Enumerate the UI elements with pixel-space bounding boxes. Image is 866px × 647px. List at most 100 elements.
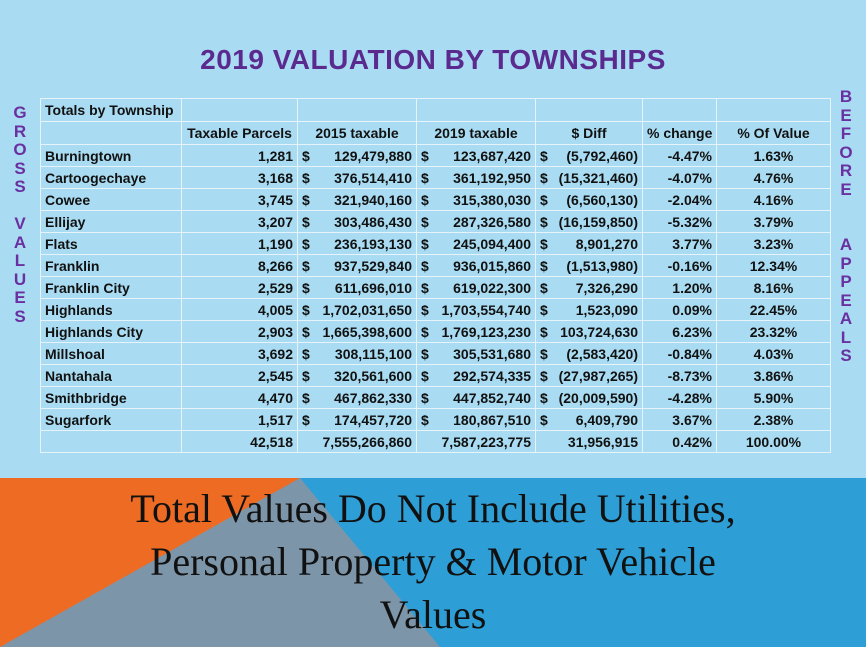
vertical-letter: P [840,253,852,273]
taxable-2015-cell: $320,561,600 [297,364,417,387]
currency-symbol: $ [540,235,548,252]
taxable-2019-cell-value: 619,022,300 [453,279,531,296]
table-row: Highlands City 2,903 $1,665,398,600 $1,769,… [40,320,831,343]
currency-symbol: $ [302,257,310,274]
total-2019: 7,587,223,775 [416,430,536,453]
currency-symbol: $ [540,191,548,208]
taxable-parcels-cell: 2,529 [181,276,298,299]
taxable-2019-cell: $305,531,680 [416,342,536,365]
pct-change-cell: -5.32% [642,210,717,233]
vertical-letter: S [14,306,26,326]
diff-cell: $ (16,159,850) [535,210,643,233]
taxable-2019-cell: $245,094,400 [416,232,536,255]
vertical-letter: B [839,87,853,106]
table-row: Ellijay 3,207 $303,486,430 $287,326,580 $ (16… [40,210,831,233]
pct-change-cell: 3.77% [642,232,717,255]
taxable-parcels-cell: 3,692 [181,342,298,365]
currency-symbol: $ [302,301,310,318]
currency-symbol: $ [540,169,548,186]
township-name: Burningtown [40,144,182,167]
currency-symbol: $ [302,191,310,208]
vertical-letter: E [840,290,852,310]
taxable-2015-cell: $174,457,720 [297,408,417,431]
currency-symbol: $ [302,345,310,362]
diff-cell-value: (20,009,590) [558,389,638,406]
vertical-letter: F [840,124,852,143]
taxable-2019-cell-value: 180,867,510 [453,411,531,428]
vertical-letter: A [839,235,853,254]
header-pct-change: % change [642,121,717,145]
township-name: Highlands City [40,320,182,343]
diff-cell-value: (6,560,130) [566,191,638,208]
taxable-parcels-cell: 2,545 [181,364,298,387]
currency-symbol: $ [421,279,429,296]
vertical-letter: L [14,251,26,270]
pct-of-value-cell: 5.90% [716,386,831,409]
currency-symbol: $ [302,411,310,428]
taxable-2015-cell-value: 611,696,010 [334,279,412,296]
taxable-parcels-cell: 3,207 [181,210,298,233]
pct-change-cell: 1.20% [642,276,717,299]
table-row: Smithbridge 4,470 $467,862,330 $447,852,740… [40,386,831,409]
pct-change-cell: -2.04% [642,188,717,211]
taxable-2019-cell: $180,867,510 [416,408,536,431]
vertical-letter: S [14,177,26,196]
taxable-parcels-cell: 3,745 [181,188,298,211]
valuation-table: Totals by Township Taxable Parcels 2015 … [40,98,831,453]
diff-cell: $103,724,630 [535,320,643,343]
currency-symbol: $ [540,389,548,406]
vertical-letter: O [839,142,853,162]
taxable-2019-cell: $361,192,950 [416,166,536,189]
pct-change-cell: -0.16% [642,254,717,277]
taxable-2015-cell: $1,702,031,650 [297,298,417,321]
diff-cell-value: (27,987,265) [558,367,638,384]
table-row: Burningtown 1,281 $129,479,880 $123,687,420… [40,144,831,167]
diff-cell: $7,326,290 [535,276,643,299]
taxable-2019-cell: $123,687,420 [416,144,536,167]
taxable-2015-cell-value: 376,514,410 [334,169,412,186]
total-diff: 31,956,915 [535,430,643,453]
vertical-letter: V [14,214,26,233]
vertical-letter [10,197,30,216]
diff-cell-value: (15,321,460) [558,169,638,186]
table-row: Cartoogechaye 3,168 $376,514,410 $361,192,9… [40,166,831,189]
currency-symbol: $ [540,213,548,230]
currency-symbol: $ [302,323,310,340]
diff-cell-value: (5,792,460) [566,147,638,164]
pct-change-cell: -4.28% [642,386,717,409]
currency-symbol: $ [540,345,548,362]
diff-cell-value: 6,409,790 [575,411,638,428]
taxable-parcels-cell: 1,190 [181,232,298,255]
taxable-2015-cell-value: 174,457,720 [334,411,412,428]
totals-row: 42,518 7,555,266,860 7,587,223,775 31,956,9… [40,430,831,453]
taxable-2019-cell-value: 305,531,680 [453,345,531,362]
currency-symbol: $ [421,235,429,252]
taxable-2015-cell: $236,193,130 [297,232,417,255]
table-row: Cowee 3,745 $321,940,160 $315,380,030 $ (6,56… [40,188,831,211]
table-row: Flats 1,190 $236,193,130 $245,094,400 $8,901… [40,232,831,255]
diff-cell: $ (6,560,130) [535,188,643,211]
header-diff: $ Diff [535,121,643,145]
vertical-letter: A [13,232,27,252]
vertical-letter: R [13,121,27,141]
pct-of-value-cell: 23.32% [716,320,831,343]
pct-of-value-cell: 4.03% [716,342,831,365]
diff-cell: $ (1,513,980) [535,254,643,277]
vertical-letter: S [14,158,26,178]
township-name: Smithbridge [40,386,182,409]
vertical-letter: S [840,346,852,365]
header-pct-of-value: % Of Value [716,121,831,145]
township-name: Franklin City [40,276,182,299]
currency-symbol: $ [302,147,310,164]
taxable-2015-cell-value: 129,479,880 [334,147,412,164]
diff-cell: $ (27,987,265) [535,364,643,387]
note-line: Total Values Do Not Include Utilities, [130,486,736,531]
taxable-2015-cell-value: 1,702,031,650 [322,301,412,318]
currency-symbol: $ [421,411,429,428]
header-taxable-parcels: Taxable Parcels [181,121,298,145]
table-row: Franklin City 2,529 $611,696,010 $619,022,3… [40,276,831,299]
table-row: Franklin 8,266 $937,529,840 $936,015,860 $ (1… [40,254,831,277]
total-2015: 7,555,266,860 [297,430,417,453]
